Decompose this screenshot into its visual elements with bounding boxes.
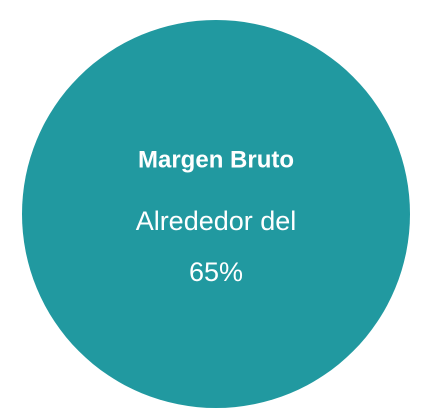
circle [22, 20, 410, 408]
text-line: 65% [189, 257, 243, 287]
text-line: Alrededor del [136, 206, 297, 236]
title: Margen Bruto [138, 146, 294, 173]
